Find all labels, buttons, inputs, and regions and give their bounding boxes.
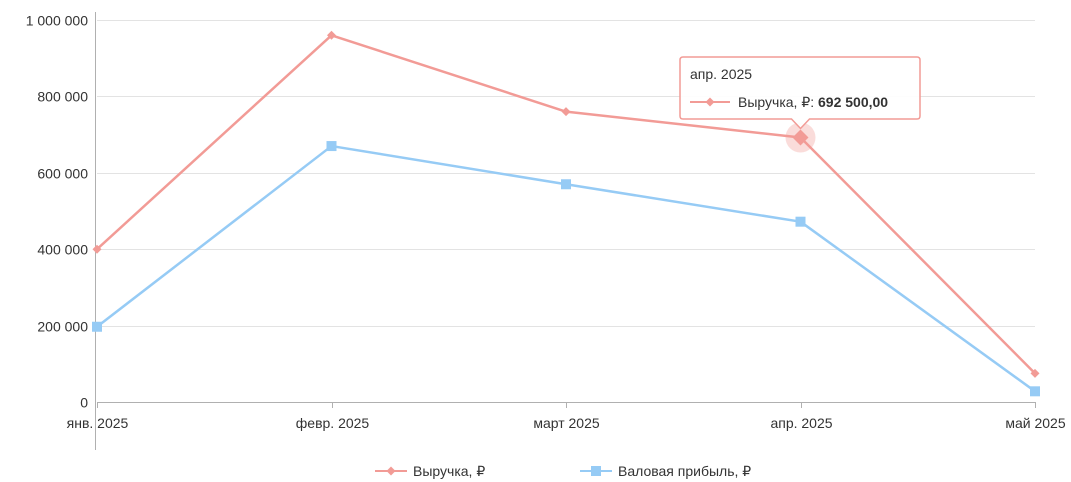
legend-label: Валовая прибыль, ₽	[618, 463, 751, 479]
x-tick-label: апр. 2025	[770, 415, 832, 431]
data-point[interactable]	[795, 216, 806, 227]
x-tick-label: янв. 2025	[67, 415, 129, 431]
data-point[interactable]	[92, 321, 102, 332]
axes: 0 200 000 400 000 600 000 800 000 1 000 000 ян…	[26, 12, 1066, 450]
y-tick-label: 800 000	[37, 89, 88, 105]
legend[interactable]: Выручка, ₽ Валовая прибыль, ₽	[375, 463, 751, 479]
y-tick-label: 400 000	[37, 242, 88, 258]
x-tick-label: март 2025	[533, 415, 600, 431]
data-point[interactable]	[1030, 386, 1040, 397]
legend-label: Выручка, ₽	[413, 463, 485, 479]
y-tick-label: 0	[80, 395, 88, 411]
x-tick-label: февр. 2025	[296, 415, 370, 431]
x-tick-label: май 2025	[1005, 415, 1065, 431]
tooltip: апр. 2025 Выручка, ₽: 692 500,00	[679, 56, 921, 130]
data-point[interactable]	[561, 179, 571, 190]
legend-marker[interactable]	[386, 466, 396, 476]
y-tick-label: 1 000 000	[26, 13, 88, 29]
tooltip-box	[679, 56, 921, 130]
series-layer	[92, 30, 1040, 397]
y-tick-label: 200 000	[37, 319, 88, 335]
y-tick-label: 600 000	[37, 166, 88, 182]
legend-marker[interactable]	[591, 466, 601, 476]
data-point[interactable]	[792, 129, 809, 146]
data-point[interactable]	[92, 244, 102, 254]
data-point[interactable]	[1030, 368, 1040, 378]
tooltip-series-marker[interactable]	[705, 97, 715, 107]
tooltip-series-label: Выручка, ₽: 692 500,00	[738, 94, 888, 110]
legend-item[interactable]: Выручка, ₽	[375, 463, 485, 479]
tooltip-value: 692 500,00	[818, 94, 888, 110]
tooltip-title: апр. 2025	[690, 66, 752, 82]
data-point[interactable]	[561, 107, 571, 117]
legend-item[interactable]: Валовая прибыль, ₽	[580, 463, 751, 479]
data-point[interactable]	[327, 30, 336, 40]
data-point[interactable]	[326, 141, 337, 152]
